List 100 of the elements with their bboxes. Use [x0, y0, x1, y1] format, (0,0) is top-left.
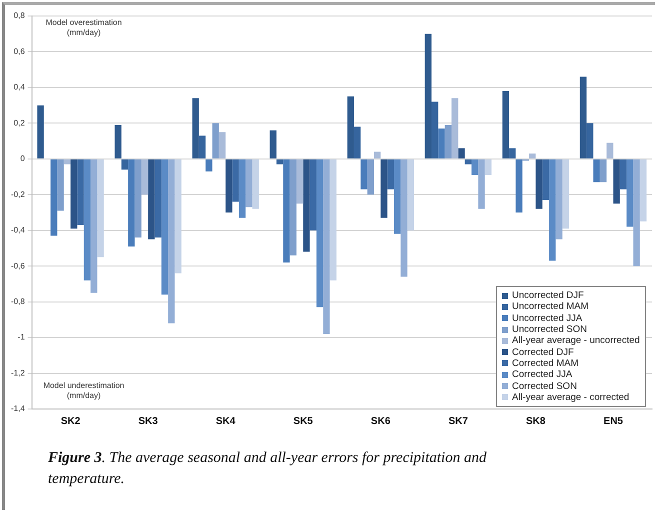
bar: [502, 91, 510, 158]
bar: [246, 159, 252, 208]
bar: [296, 159, 304, 204]
bar: [484, 159, 492, 175]
x-tick-label: SK4: [216, 416, 236, 427]
x-tick-label: SK3: [138, 416, 158, 427]
bar: [310, 159, 316, 230]
bar: [70, 159, 78, 229]
bar: [600, 159, 607, 182]
bar: [556, 159, 562, 240]
legend-label: Uncorrected DJF: [512, 290, 584, 302]
bar: [549, 159, 556, 261]
bar: [347, 96, 354, 158]
bar: [542, 159, 550, 200]
bar: [593, 159, 600, 182]
bar: [562, 159, 570, 229]
bar: [330, 159, 336, 280]
bar: [134, 159, 142, 238]
bar: [252, 159, 259, 209]
bar: [374, 152, 381, 158]
bar: [529, 154, 536, 158]
bar: [360, 159, 368, 190]
bar: [387, 159, 394, 190]
y-tick-label: -1: [18, 332, 26, 342]
x-tick-label: EN5: [604, 416, 624, 427]
bar: [640, 159, 647, 222]
bar: [626, 159, 634, 227]
y-tick-label: 0: [20, 154, 26, 164]
bar: [198, 136, 206, 158]
bar: [114, 124, 122, 158]
bar: [586, 123, 594, 158]
bar: [90, 159, 98, 293]
legend-label: All-year average - uncorrected: [512, 335, 640, 346]
bar: [424, 34, 432, 158]
legend-label: Corrected MAM: [512, 358, 579, 369]
bar: [77, 159, 84, 226]
bar: [303, 159, 310, 252]
bar: [238, 159, 246, 218]
bar: [316, 159, 324, 308]
bar: [536, 159, 542, 209]
bar: [458, 148, 465, 158]
x-tick-label: SK7: [448, 416, 468, 427]
bar: [367, 159, 374, 195]
bar: [633, 159, 640, 266]
bar: [226, 159, 232, 212]
bar: [509, 148, 516, 158]
bar: [270, 130, 276, 158]
x-tick-label: SK5: [293, 416, 314, 427]
bar: [394, 159, 401, 234]
annotation: Model underestimation (mm/day): [42, 381, 126, 401]
y-tick-label: -0,6: [10, 261, 26, 270]
y-tick-label: 0,8: [14, 11, 26, 20]
bar: [613, 159, 620, 204]
bar: [620, 159, 627, 190]
y-tick-label: 0,4: [14, 82, 26, 92]
bar: [400, 159, 408, 277]
bar: [192, 98, 199, 158]
bar: [206, 159, 212, 172]
bar: [478, 159, 485, 209]
bar: [472, 159, 478, 175]
bar: [57, 159, 64, 211]
bar: [141, 159, 148, 195]
bar: [432, 102, 438, 158]
legend-label: Corrected JJA: [512, 369, 572, 380]
bar: [323, 159, 330, 334]
bar: [218, 132, 226, 158]
bar: [232, 159, 239, 202]
bar: [154, 159, 162, 238]
y-tick-label: 0,6: [14, 46, 26, 56]
bar: [516, 159, 522, 212]
legend-label: Uncorrected MAM: [512, 301, 589, 312]
bar: [283, 159, 290, 263]
y-tick-label: -1,4: [10, 404, 26, 414]
bar: [128, 159, 135, 246]
x-tick-label: SK2: [60, 416, 81, 427]
annotation: Model overestimation (mm/day): [44, 18, 123, 38]
bar: [212, 123, 219, 158]
x-tick-label: SK8: [526, 416, 546, 427]
legend-label: Corrected SON: [512, 380, 577, 392]
bar: [606, 142, 614, 158]
bar: [407, 159, 414, 230]
bar: [161, 159, 168, 295]
caption: Figure 3. The average seasonal and all-year errors for precipitation and temperature.: [48, 449, 488, 489]
bar: [168, 159, 175, 324]
bar: [452, 98, 458, 158]
legend-label: Corrected DJF: [512, 346, 574, 358]
bar: [444, 124, 452, 158]
bar: [580, 76, 587, 158]
bar: [354, 126, 361, 158]
bar: [121, 159, 128, 170]
bar: [290, 159, 296, 256]
bar: [37, 105, 44, 158]
y-tick-label: 0,2: [14, 118, 26, 128]
y-tick-label: -0,8: [10, 297, 26, 306]
x-tick-label: SK6: [370, 416, 391, 427]
bar: [276, 159, 284, 164]
legend-label: Uncorrected SON: [512, 324, 587, 336]
bar: [97, 159, 104, 258]
legend-label: All-year average - corrected: [512, 392, 630, 403]
y-tick-label: -1,2: [10, 368, 26, 378]
